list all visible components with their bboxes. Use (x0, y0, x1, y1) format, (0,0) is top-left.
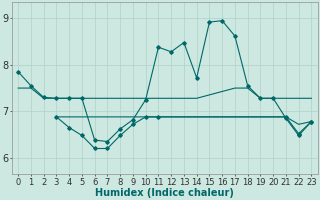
X-axis label: Humidex (Indice chaleur): Humidex (Indice chaleur) (95, 188, 234, 198)
